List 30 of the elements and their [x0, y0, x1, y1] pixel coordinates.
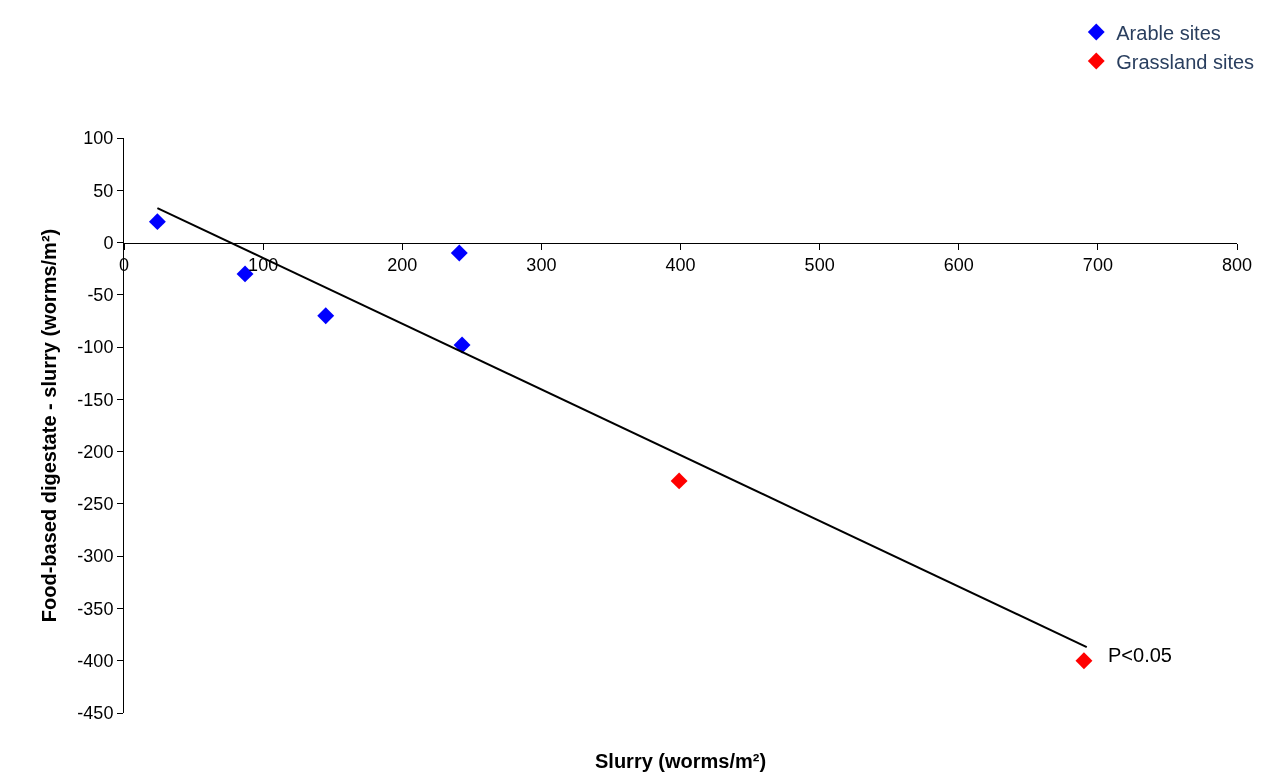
x-tick-label: 400 — [665, 255, 696, 276]
y-tick-label: -450 — [77, 703, 114, 724]
x-tick-label: 800 — [1221, 255, 1253, 276]
y-tick-label: 0 — [103, 232, 114, 253]
y-tick-label: -250 — [77, 494, 114, 515]
point — [1075, 652, 1093, 670]
point — [317, 307, 335, 325]
y-tick-label: -300 — [77, 546, 114, 567]
point — [453, 336, 471, 354]
y-tick-label: -100 — [77, 337, 114, 358]
x-tick-label: 700 — [1082, 255, 1113, 276]
y-tick-label: -200 — [77, 441, 114, 462]
annotation: P<0.05 — [1108, 644, 1172, 666]
y-tick-label: -400 — [77, 651, 114, 672]
legend-label: Arable sites — [1116, 21, 1221, 44]
y-tick-label: 100 — [83, 128, 114, 149]
y-tick-label: 50 — [93, 180, 114, 201]
point — [148, 213, 166, 231]
point — [450, 244, 468, 262]
point — [670, 472, 688, 490]
y-tick-label: -350 — [77, 598, 114, 619]
y-tick-label: -150 — [77, 389, 114, 410]
y-tick-label: -50 — [87, 285, 114, 306]
x-tick-label: 300 — [526, 255, 557, 276]
legend-label: Grassland sites — [1116, 50, 1255, 73]
x-tick-label: 600 — [943, 255, 974, 276]
x-axis-title: Slurry (worms/m²) — [595, 750, 767, 772]
x-tick-label: 500 — [804, 255, 835, 276]
y-axis-title: Food-based digestate - slurry (worms/m²) — [37, 228, 60, 623]
x-tick-label: 200 — [387, 255, 418, 276]
